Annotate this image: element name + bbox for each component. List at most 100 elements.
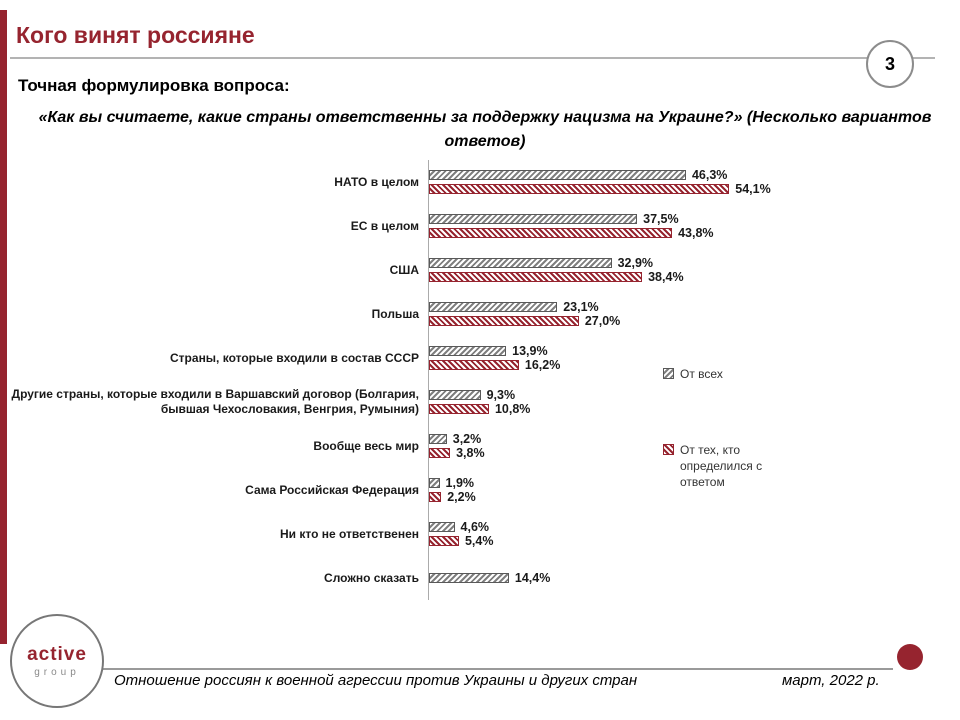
category-label: ЕС в целом: [350, 218, 419, 233]
bar-line: 23,1%: [429, 300, 960, 314]
bar-line: 9,3%: [429, 388, 960, 402]
value-label: 46,3%: [691, 168, 728, 182]
category-label: США: [389, 262, 419, 277]
bar-group: 3,2% 3,8%: [428, 424, 960, 468]
logo-text-group: group: [34, 667, 80, 678]
bar-total: [429, 170, 686, 180]
value-label: 2,2%: [447, 490, 476, 504]
question-text: «Как вы считаете, какие страны ответстве…: [38, 109, 932, 150]
bar-group: 46,3% 54,1%: [428, 160, 960, 204]
value-label: 27,0%: [584, 314, 621, 328]
chart-row: НАТО в целом 46,3% 54,1%: [0, 160, 960, 204]
value-label: 13,9%: [512, 344, 548, 358]
value-label: 54,1%: [735, 182, 771, 196]
legend-item-decided: От тех, кто определился с ответом: [663, 442, 773, 491]
value-label: 10,8%: [494, 402, 531, 416]
bar-line: 43,8%: [429, 226, 960, 240]
bar-line: 3,2%: [429, 432, 960, 446]
bar-line: 32,9%: [429, 256, 960, 270]
chart-row: Ни кто не ответственен 4,6% 5,4%: [0, 512, 960, 556]
value-label: 38,4%: [648, 270, 684, 284]
chart-row: Другие страны, которые входили в Варшавс…: [0, 380, 960, 424]
bar-line: 14,4%: [429, 571, 960, 585]
bar-total: [429, 478, 440, 488]
legend-label-total: От всех: [680, 367, 723, 381]
category-label: Другие страны, которые входили в Варшавс…: [11, 387, 419, 416]
chart-row: Вообще весь мир 3,2% 3,8%: [0, 424, 960, 468]
chart-row: США 32,9% 38,4%: [0, 248, 960, 292]
bar-line: 10,8%: [429, 402, 960, 416]
page-title: Кого винят россияне: [16, 22, 255, 48]
value-label: 14,4%: [514, 571, 551, 585]
logo: active group: [10, 614, 104, 708]
bar-line: 1,9%: [429, 476, 960, 490]
footer-divider: [100, 668, 893, 670]
bar-decided: [429, 184, 730, 194]
bar-total: [429, 302, 558, 312]
footer-caption: Отношение россиян к военной агрессии про…: [114, 672, 638, 689]
footer-accent-dot: [897, 644, 923, 670]
bar-line: 13,9%: [429, 344, 960, 358]
page-number-badge: 3: [866, 40, 914, 88]
bar-line: 4,6%: [429, 520, 960, 534]
bar-decided: [429, 448, 451, 458]
bar-line: 5,4%: [429, 534, 960, 548]
value-label: 23,1%: [563, 300, 599, 314]
bar-group: 32,9% 38,4%: [428, 248, 960, 292]
legend-swatch-red-icon: [663, 444, 674, 455]
title-divider: [10, 57, 935, 59]
footer-date: март, 2022 р.: [782, 672, 880, 689]
chart-row: Сама Российская Федерация 1,9% 2,2%: [0, 468, 960, 512]
bar-total: [429, 346, 507, 356]
category-label: Сама Российская Федерация: [245, 482, 419, 497]
value-label: 5,4%: [464, 534, 494, 548]
bar-decided: [429, 404, 489, 414]
bar-line: 27,0%: [429, 314, 960, 328]
value-label: 4,6%: [460, 520, 490, 534]
bar-decided: [429, 536, 459, 546]
bar-group: 23,1% 27,0%: [428, 292, 960, 336]
left-accent-stripe: [0, 10, 7, 644]
bar-total: [429, 434, 447, 444]
bar-line: 16,2%: [429, 358, 960, 372]
category-label: Польша: [371, 306, 419, 321]
bar-total: [429, 573, 509, 583]
bar-line: 54,1%: [429, 182, 960, 196]
chart-row: Страны, которые входили в состав СССР 13,…: [0, 336, 960, 380]
bar-line: 38,4%: [429, 270, 960, 284]
value-label: 3,2%: [452, 432, 482, 446]
bar-decided: [429, 316, 579, 326]
legend-label-decided: От тех, кто определился с ответом: [680, 443, 763, 490]
bar-group: 13,9% 16,2%: [428, 336, 960, 380]
bar-line: 46,3%: [429, 168, 960, 182]
bar-group: 14,4%: [428, 556, 960, 600]
bar-total: [429, 522, 455, 532]
category-label: Сложно сказать: [324, 570, 419, 585]
question-label: Точная формулировка вопроса:: [18, 76, 290, 95]
bar-group: 9,3% 10,8%: [428, 380, 960, 424]
bar-decided: [429, 360, 519, 370]
chart-row: Сложно сказать 14,4%: [0, 556, 960, 600]
logo-text-active: active: [27, 644, 87, 665]
chart-row: Польша 23,1% 27,0%: [0, 292, 960, 336]
category-label: Ни кто не ответственен: [280, 526, 419, 541]
chart-row: ЕС в целом 37,5% 43,8%: [0, 204, 960, 248]
bar-decided: [429, 272, 643, 282]
bar-group: 4,6% 5,4%: [428, 512, 960, 556]
bar-line: 37,5%: [429, 212, 960, 226]
bar-decided: [429, 492, 442, 502]
value-label: 9,3%: [486, 388, 516, 402]
bar-line: 2,2%: [429, 490, 960, 504]
value-label: 1,9%: [445, 476, 475, 490]
bar-group: 37,5% 43,8%: [428, 204, 960, 248]
bar-total: [429, 258, 612, 268]
value-label: 43,8%: [678, 226, 714, 240]
category-label: Вообще весь мир: [313, 438, 419, 453]
category-label: НАТО в целом: [334, 174, 419, 189]
category-label: Страны, которые входили в состав СССР: [170, 350, 419, 365]
legend-swatch-gray-icon: [663, 368, 674, 379]
value-label: 3,8%: [456, 446, 485, 460]
value-label: 32,9%: [617, 256, 654, 270]
value-label: 16,2%: [524, 358, 561, 372]
